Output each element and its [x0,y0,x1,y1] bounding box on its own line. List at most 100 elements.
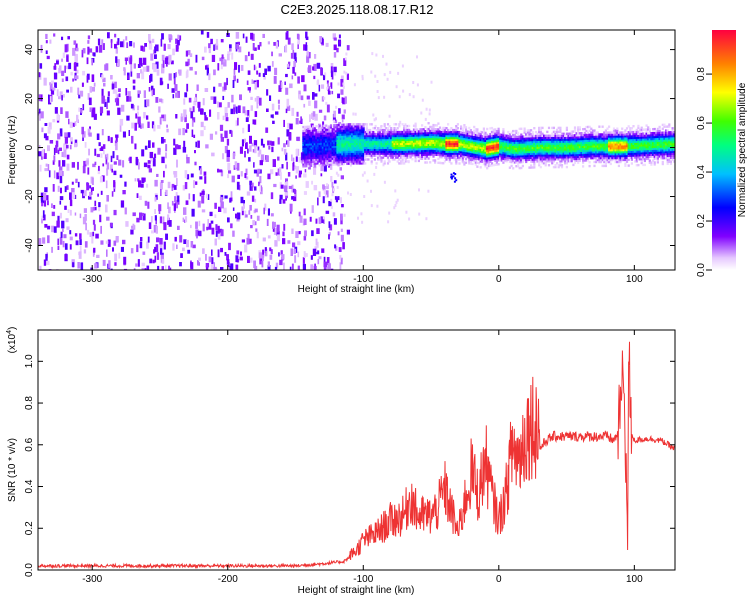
heatmap-cell [313,265,317,270]
heatmap-cell [484,143,487,146]
heatmap-cell [101,95,105,104]
heatmap-cell [408,124,411,128]
heatmap-cell [159,182,163,190]
heatmap-cell [92,249,95,257]
heatmap-cell [468,154,471,157]
heatmap-cell [494,151,497,155]
heatmap-cell [310,264,314,270]
heatmap-cell [160,189,162,196]
heatmap-cell [139,195,142,200]
heatmap-cell [44,123,48,126]
heatmap-cell [357,127,360,130]
heatmap-cell [497,143,500,146]
heatmap-cell [549,158,552,161]
heatmap-cell [235,32,240,39]
heatmap-cell [526,141,529,144]
heatmap-cell [325,150,328,153]
heatmap-cell [360,125,363,128]
heatmap-cell [546,144,549,147]
heatmap-cell [344,131,347,134]
heatmap-cell [310,152,313,156]
heatmap-cell [133,268,136,270]
heatmap-cell [530,140,533,144]
heatmap-cell [305,151,308,154]
heatmap-cell [460,150,463,154]
heatmap-cell [237,105,241,113]
heatmap-cell [552,150,555,153]
heatmap-cell [500,133,503,137]
heatmap-cell [421,132,424,135]
heatmap-cell [275,111,279,115]
heatmap-cell [388,144,391,147]
heatmap-cell [289,123,293,130]
heatmap-cell [455,148,458,151]
heatmap-cell [322,196,325,204]
heatmap-cell [224,113,228,117]
heatmap-cell [310,164,313,167]
heatmap-cell [342,242,345,250]
heatmap-cell [495,153,498,156]
heatmap-cell [343,58,347,66]
heatmap-cell [275,262,279,268]
heatmap-cell [437,153,440,157]
heatmap-cell [184,114,187,123]
heatmap-cell [367,132,370,136]
heatmap-cell [518,137,521,140]
heatmap-cell [463,145,466,148]
heatmap-cell [53,72,58,80]
heatmap-cell [391,144,394,147]
heatmap-cell [476,165,479,168]
heatmap-cell [543,136,546,139]
heatmap-cell [417,134,420,137]
heatmap-cell [468,136,471,139]
heatmap-cell [398,134,401,138]
heatmap-cell [458,162,461,165]
heatmap-cell [460,152,463,156]
heatmap-cell [396,138,399,142]
heatmap-cell [360,152,363,155]
heatmap-cell [473,141,476,144]
heatmap-cell [75,53,78,61]
heatmap-cell [471,149,474,152]
heatmap-cell [393,146,396,149]
heatmap-cell [326,142,329,145]
heatmap-cell [256,96,260,104]
heatmap-cell [299,170,302,175]
heatmap-cell [141,177,145,183]
heatmap-cell [494,128,497,131]
heatmap-cell [364,132,367,136]
heatmap-cell [233,165,236,170]
heatmap-cell [193,180,196,189]
heatmap-cell [372,127,375,130]
heatmap-cell [517,165,520,168]
heatmap-cell [107,32,110,39]
heatmap-cell [404,123,407,127]
heatmap-cell [538,142,541,145]
heatmap-cell [604,129,607,132]
heatmap-cell [125,36,128,41]
heatmap-cell [476,132,479,135]
heatmap-cell [336,135,339,138]
heatmap-cell [377,150,380,153]
heatmap-cell [473,143,476,146]
heatmap-cell [382,156,385,159]
heatmap-cell [591,129,594,132]
heatmap-cell [622,154,625,158]
heatmap-cell [201,108,204,115]
heatmap-cell [453,148,456,151]
heatmap-cell [333,151,336,154]
heatmap-cell [421,157,424,160]
heatmap-cell [93,224,96,231]
heatmap-cell [412,128,416,131]
heatmap-cell [525,156,528,160]
heatmap-cell [351,160,354,163]
heatmap-cell [551,136,554,139]
heatmap-cell [210,220,214,224]
heatmap-cell [424,153,427,156]
heatmap-cell [278,252,280,257]
heatmap-cell [450,136,453,140]
heatmap-cell [390,136,393,140]
heatmap-cell [507,144,510,148]
heatmap-cell [323,267,327,270]
heatmap-cell [494,163,497,166]
